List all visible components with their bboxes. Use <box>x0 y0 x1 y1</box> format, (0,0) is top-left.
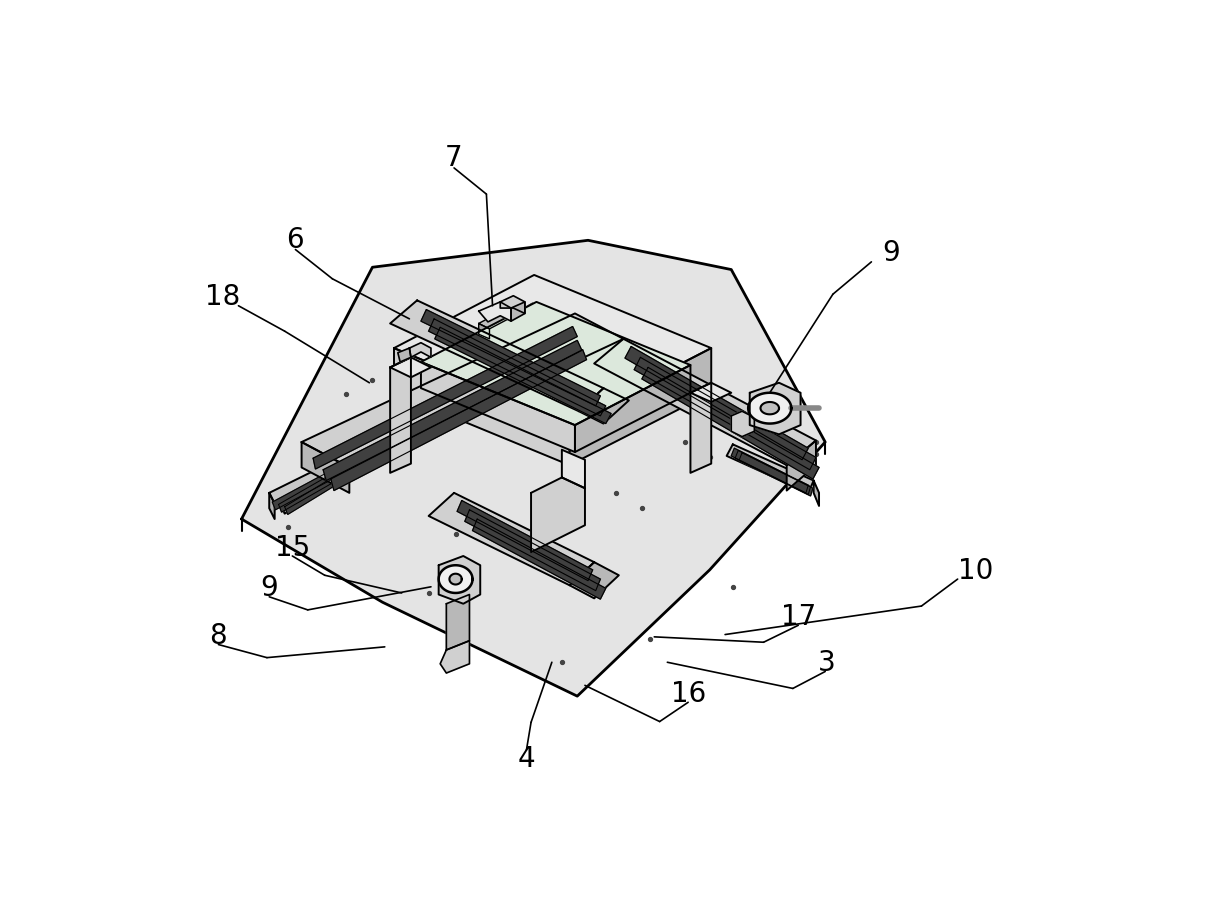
Polygon shape <box>479 309 519 330</box>
Text: 7: 7 <box>446 144 463 172</box>
Polygon shape <box>273 471 335 510</box>
Polygon shape <box>393 276 711 422</box>
Polygon shape <box>323 341 582 481</box>
Text: 8: 8 <box>209 621 228 649</box>
Text: 3: 3 <box>817 649 836 676</box>
Polygon shape <box>435 328 611 424</box>
Polygon shape <box>635 358 816 471</box>
Polygon shape <box>760 403 780 414</box>
Polygon shape <box>479 324 490 339</box>
Polygon shape <box>512 302 525 322</box>
Polygon shape <box>390 358 410 473</box>
Polygon shape <box>787 441 816 491</box>
Polygon shape <box>285 473 343 515</box>
Polygon shape <box>465 510 600 591</box>
Polygon shape <box>570 348 711 466</box>
Polygon shape <box>691 383 711 473</box>
Polygon shape <box>473 519 605 599</box>
Polygon shape <box>449 574 462 584</box>
Polygon shape <box>280 471 341 514</box>
Polygon shape <box>331 350 587 491</box>
Polygon shape <box>691 383 731 403</box>
Polygon shape <box>446 595 469 651</box>
Polygon shape <box>279 471 340 513</box>
Polygon shape <box>748 393 792 424</box>
Text: 9: 9 <box>261 573 278 601</box>
Polygon shape <box>531 478 585 552</box>
Text: 15: 15 <box>275 533 309 562</box>
Polygon shape <box>431 304 685 424</box>
Polygon shape <box>594 339 816 466</box>
Polygon shape <box>750 383 800 435</box>
Polygon shape <box>302 314 624 468</box>
Polygon shape <box>421 302 691 425</box>
Polygon shape <box>625 347 809 460</box>
Polygon shape <box>302 443 350 494</box>
Text: 17: 17 <box>781 603 816 630</box>
Polygon shape <box>731 448 809 494</box>
Polygon shape <box>390 358 431 378</box>
Polygon shape <box>438 565 473 594</box>
Text: 9: 9 <box>882 239 900 267</box>
Polygon shape <box>561 450 585 489</box>
Polygon shape <box>440 641 469 674</box>
Polygon shape <box>421 363 575 452</box>
Polygon shape <box>313 327 577 470</box>
Polygon shape <box>438 556 480 604</box>
Polygon shape <box>501 297 525 314</box>
Text: 18: 18 <box>206 282 241 311</box>
Polygon shape <box>457 501 593 581</box>
Polygon shape <box>393 348 570 466</box>
Polygon shape <box>814 481 818 506</box>
Polygon shape <box>429 494 594 585</box>
Polygon shape <box>570 562 619 598</box>
Polygon shape <box>269 460 341 505</box>
Polygon shape <box>736 451 810 494</box>
Text: 10: 10 <box>957 556 993 584</box>
Polygon shape <box>269 494 274 519</box>
Text: 4: 4 <box>518 744 535 772</box>
Polygon shape <box>241 241 825 697</box>
Polygon shape <box>579 389 628 424</box>
Polygon shape <box>739 453 812 496</box>
Polygon shape <box>398 348 410 363</box>
Polygon shape <box>479 302 512 323</box>
Polygon shape <box>575 366 691 452</box>
Polygon shape <box>642 368 818 480</box>
Text: 6: 6 <box>286 225 304 254</box>
Polygon shape <box>421 311 600 406</box>
Polygon shape <box>409 344 431 358</box>
Polygon shape <box>731 412 754 437</box>
Polygon shape <box>727 445 814 494</box>
Polygon shape <box>390 301 603 412</box>
Polygon shape <box>429 320 605 416</box>
Text: 16: 16 <box>671 679 705 708</box>
